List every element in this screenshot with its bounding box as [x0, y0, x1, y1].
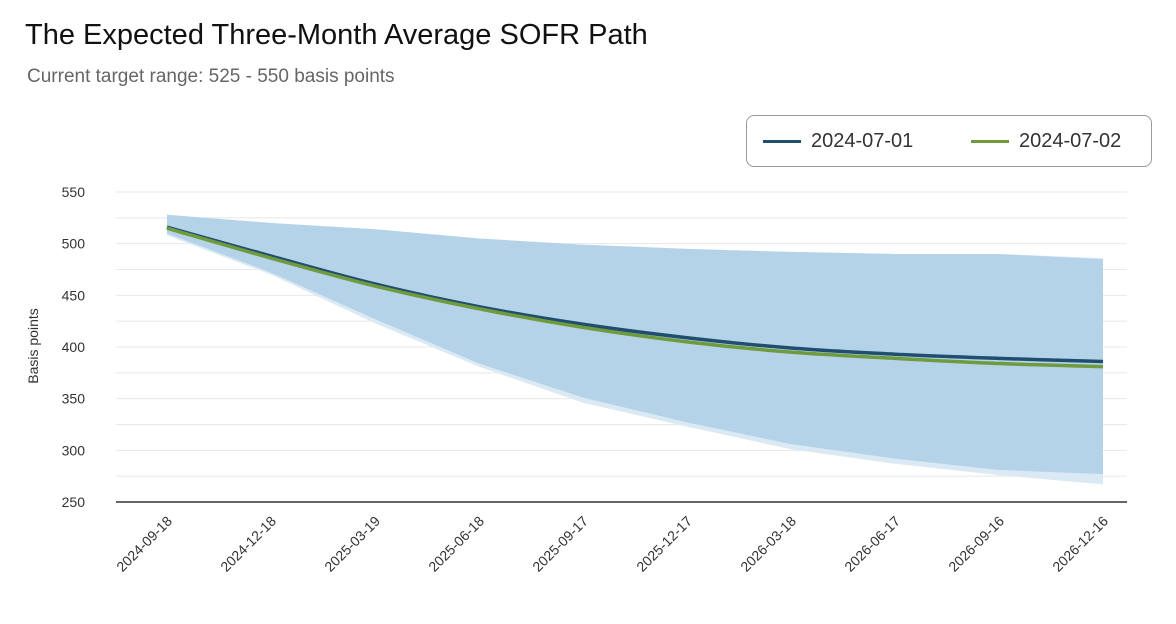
- series-line-2: [166, 226, 1104, 369]
- y-tick-label: 500: [62, 236, 86, 252]
- x-tick-label: 2026-06-17: [841, 513, 903, 575]
- y-tick-label: 250: [62, 494, 86, 510]
- y-tick-label: 450: [62, 287, 86, 303]
- y-tick-label: 550: [62, 184, 86, 200]
- confidence-bands: [167, 214, 1103, 485]
- legend: 2024-07-01 2024-07-02: [746, 115, 1152, 167]
- legend-item-series-1[interactable]: 2024-07-01: [763, 116, 913, 166]
- x-tick-label: 2025-06-18: [425, 513, 487, 575]
- x-tick-label: 2025-09-17: [529, 513, 591, 575]
- x-tick-label: 2026-09-16: [945, 513, 1007, 575]
- x-tick-label: 2025-12-17: [633, 513, 695, 575]
- legend-label-series-1: 2024-07-01: [811, 129, 914, 152]
- legend-swatch-series-2: [971, 139, 1009, 143]
- y-tick-labels: 250 300 350 400 450 500 550: [62, 184, 86, 510]
- chart-title: The Expected Three-Month Average SOFR Pa…: [25, 19, 648, 51]
- x-tick-label: 2024-12-18: [217, 513, 279, 575]
- x-tick-label: 2024-09-18: [113, 513, 175, 575]
- y-tick-label: 300: [62, 442, 86, 458]
- y-tick-label: 350: [62, 391, 86, 407]
- x-tick-labels: 2024-09-18 2024-12-18 2025-03-19 2025-06-18…: [113, 513, 1111, 575]
- series-lines: [166, 225, 1104, 369]
- legend-swatch-series-1: [763, 139, 801, 143]
- y-tick-label: 400: [62, 339, 86, 355]
- legend-item-series-2[interactable]: 2024-07-02: [971, 116, 1121, 166]
- legend-label-series-2: 2024-07-02: [1019, 129, 1122, 152]
- x-tick-label: 2026-12-16: [1049, 513, 1111, 575]
- confidence-band-inner: [167, 214, 1103, 475]
- x-tick-label: 2025-03-19: [321, 513, 383, 575]
- chart-subtitle: Current target range: 525 - 550 basis po…: [27, 66, 395, 87]
- x-tick-label: 2026-03-18: [737, 513, 799, 575]
- series-line-1: [166, 225, 1104, 364]
- y-axis-title: Basis points: [25, 308, 41, 383]
